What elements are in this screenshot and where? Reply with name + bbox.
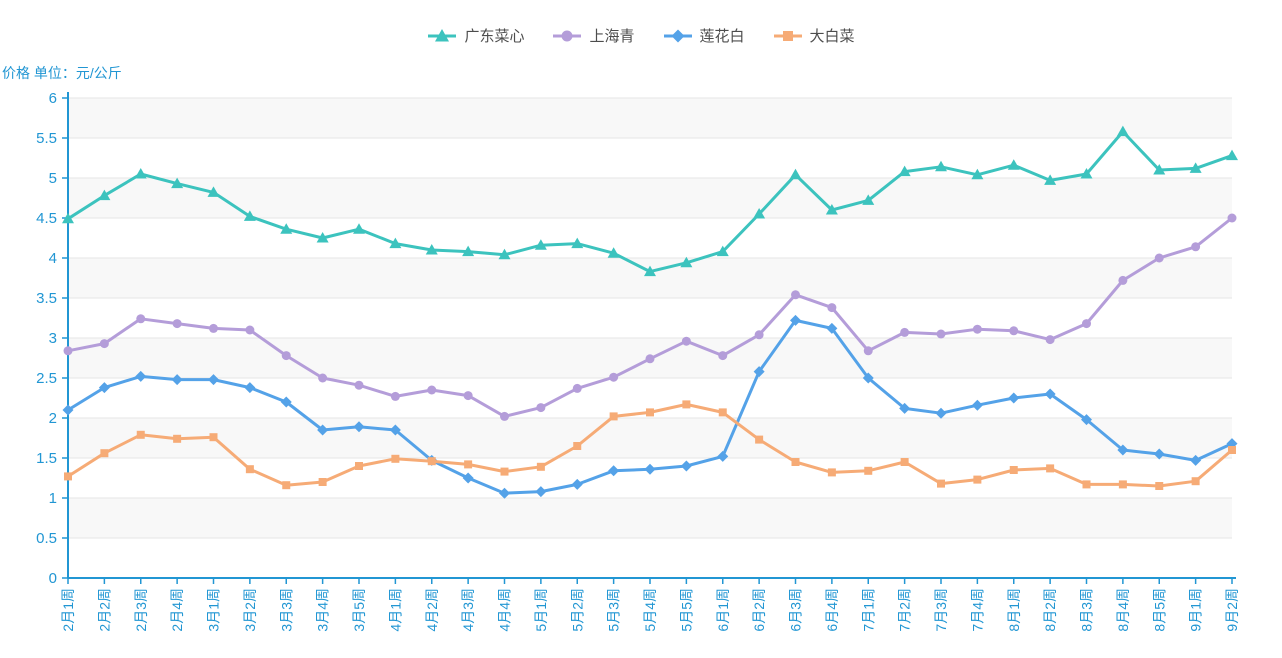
x-axis-label: 3月1周 [206, 588, 222, 632]
legend-diamond-icon [663, 29, 692, 43]
y-axis-label: 1.5 [36, 450, 57, 467]
split-area-band [68, 98, 1232, 138]
legend-label: 上海青 [589, 27, 635, 45]
x-axis-label: 5月2周 [569, 588, 585, 632]
y-axis-label: 6 [49, 90, 57, 107]
x-axis-label: 8月5周 [1151, 588, 1167, 632]
y-axis-label: 5 [49, 170, 57, 187]
x-axis-label: 3月4周 [315, 588, 331, 632]
legend-circle-icon [553, 30, 582, 42]
x-axis-label: 7月1周 [860, 588, 876, 632]
x-axis-label: 8月4周 [1115, 588, 1131, 632]
y-axis-label: 2 [49, 410, 57, 427]
split-area-band [68, 498, 1232, 538]
x-axis-label: 3月5周 [351, 588, 367, 632]
split-area-band [68, 178, 1232, 218]
series-大白菜 [64, 400, 1236, 490]
y-axis-label: 4 [49, 250, 57, 267]
x-axis-label: 4月1周 [387, 588, 403, 632]
x-axis-label: 2月4周 [169, 588, 185, 632]
y-axis-label: 3.5 [36, 290, 57, 307]
x-axis-label: 6月3周 [788, 588, 804, 632]
x-axis-label: 8月2周 [1042, 588, 1058, 632]
legend-label: 广东菜心 [464, 27, 525, 45]
x-axis-label: 2月2周 [96, 588, 112, 632]
y-axis-title: 价格 单位：元/公斤 [2, 65, 122, 81]
y-axis-label: 4.5 [36, 210, 57, 227]
split-area-band [68, 418, 1232, 458]
x-axis-label: 3月2周 [242, 588, 258, 632]
x-axis-label: 7月3周 [933, 588, 949, 632]
x-axis-label: 9月2周 [1224, 588, 1240, 632]
x-axis-label: 4月4周 [497, 588, 513, 632]
legend-triangle-icon [428, 29, 457, 42]
x-axis-label: 6月1周 [715, 588, 731, 632]
x-axis-label: 8月3周 [1079, 588, 1095, 632]
legend-item-2[interactable]: 莲花白 [663, 28, 745, 44]
x-axis-label: 4月3周 [460, 588, 476, 632]
y-axis-label: 1 [49, 490, 57, 507]
y-axis-label: 0 [49, 570, 57, 587]
x-axis-label: 6月4周 [824, 588, 840, 632]
y-axis-label: 2.5 [36, 370, 57, 387]
chart-legend: 广东菜心 上海青 莲花白 大白菜 [0, 28, 1282, 44]
split-area-band [68, 258, 1232, 298]
y-axis-label: 3 [49, 330, 57, 347]
x-axis-label: 6月2周 [751, 588, 767, 632]
x-axis-label: 3月3周 [278, 588, 294, 632]
x-axis-label: 5月5周 [678, 588, 694, 632]
x-axis-label: 4月2周 [424, 588, 440, 632]
legend-label: 莲花白 [699, 27, 745, 45]
x-axis-label: 8月1周 [1006, 588, 1022, 632]
x-axis-label: 2月3周 [133, 588, 149, 632]
legend-label: 大白菜 [809, 27, 855, 45]
x-axis-label: 5月3周 [606, 588, 622, 632]
series-广东菜心 [62, 125, 1238, 277]
x-axis-label: 7月2周 [897, 588, 913, 632]
y-axis-label: 0.5 [36, 530, 57, 547]
x-axis-label: 5月4周 [642, 588, 658, 632]
legend-item-0[interactable]: 广东菜心 [427, 28, 524, 44]
legend-item-3[interactable]: 大白菜 [773, 28, 855, 44]
y-axis-label: 5.5 [36, 130, 57, 147]
x-axis-label: 7月4周 [969, 588, 985, 632]
x-axis-label: 2月1周 [60, 588, 76, 632]
legend-square-icon [773, 31, 802, 41]
x-axis-label: 9月1周 [1188, 588, 1204, 632]
legend-item-1[interactable]: 上海青 [552, 27, 635, 45]
x-axis-label: 5月1周 [533, 588, 549, 632]
series-上海青 [63, 213, 1237, 421]
series-莲花白 [62, 314, 1238, 499]
